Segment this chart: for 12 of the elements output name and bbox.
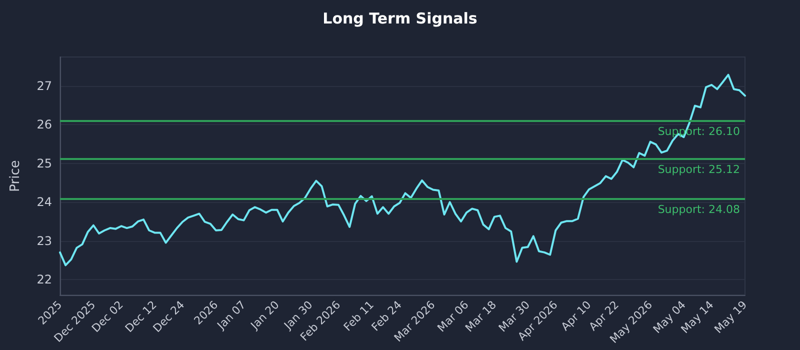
y-tick-label: 24 [36, 195, 52, 210]
y-tick-label: 25 [36, 156, 52, 170]
y-tick-label: 27 [36, 79, 52, 94]
y-tick-label: 22 [36, 272, 52, 287]
chart-title: Long Term Signals [322, 10, 478, 28]
x-tick-label: Jan 20 [248, 298, 282, 333]
ref-line-label: Support: 25.12 [658, 162, 740, 176]
y-tick-label: 26 [36, 118, 52, 132]
y-axis-title: Price [8, 160, 23, 192]
y-tick-label: 23 [36, 234, 52, 248]
line-series [59, 74, 746, 266]
ref-line-label: Support: 24.08 [658, 203, 740, 216]
